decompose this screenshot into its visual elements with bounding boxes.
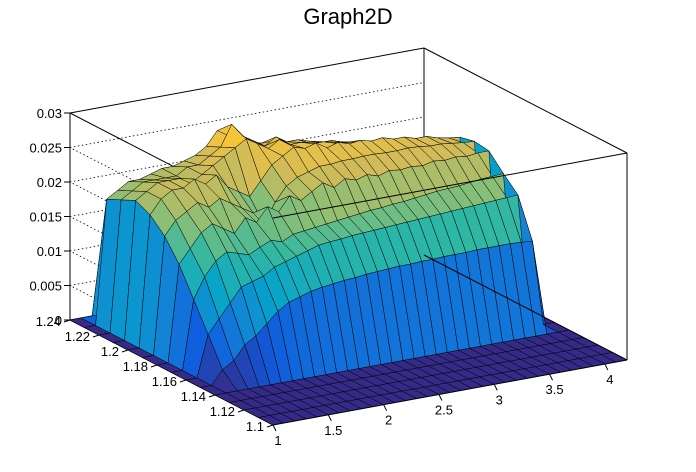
axis-ticks: 1 1.5 2 2.5 3 3.5 4 1.1 1.12 1.14 1.16 1.18 1.2 1.22 1… bbox=[29, 106, 613, 448]
y-tick-label: 1.22 bbox=[65, 329, 90, 344]
x-tick-mark bbox=[327, 414, 332, 422]
y-tick-mark bbox=[266, 424, 274, 428]
z-tick-label: 0.005 bbox=[29, 279, 62, 294]
chart-title: Graph2D bbox=[303, 4, 392, 29]
box-edge bbox=[272, 359, 628, 426]
x-tick-mark bbox=[272, 424, 277, 432]
z-tick-label: 0.025 bbox=[29, 141, 62, 156]
x-tick-label: 3.5 bbox=[546, 382, 564, 397]
box-edge bbox=[423, 254, 628, 361]
box-edge bbox=[69, 47, 425, 114]
x-tick-mark bbox=[438, 394, 443, 401]
x-tick-mark bbox=[549, 373, 554, 381]
x-tick-label: 2.5 bbox=[435, 403, 453, 418]
z-tick-label: 0.015 bbox=[29, 210, 62, 225]
z-tick-label: 0.02 bbox=[37, 175, 62, 190]
x-tick-label: 3 bbox=[496, 392, 503, 407]
z-tick-label: 0.03 bbox=[37, 106, 62, 121]
x-tick-label: 1.5 bbox=[324, 423, 342, 438]
box-edge bbox=[272, 152, 628, 219]
x-tick-mark bbox=[604, 363, 609, 371]
y-tick-label: 1.16 bbox=[152, 374, 177, 389]
y-tick-mark bbox=[208, 394, 216, 398]
y-tick-label: 1.18 bbox=[123, 359, 148, 374]
y-tick-mark bbox=[179, 379, 187, 383]
x-tick-label: 2 bbox=[385, 413, 392, 428]
y-tick-label: 1.2 bbox=[101, 344, 119, 359]
y-tick-label: 1.14 bbox=[181, 389, 206, 404]
z-tick-label: 0 bbox=[55, 313, 62, 328]
y-tick-mark bbox=[92, 334, 100, 338]
x-tick-label: 4 bbox=[606, 372, 613, 387]
x-tick-label: 1 bbox=[274, 433, 281, 448]
x-tick-mark bbox=[383, 404, 388, 411]
z-tick-label: 0.01 bbox=[37, 244, 62, 259]
y-tick-mark bbox=[150, 364, 158, 368]
y-tick-mark bbox=[237, 409, 245, 413]
box-front bbox=[272, 47, 628, 426]
y-tick-label: 1.12 bbox=[210, 404, 235, 419]
surface bbox=[69, 123, 628, 426]
y-tick-label: 1.1 bbox=[246, 419, 264, 434]
x-tick-mark bbox=[493, 384, 498, 391]
y-tick-mark bbox=[121, 349, 129, 353]
box-edge bbox=[423, 47, 628, 154]
y-tick-label: 1.24 bbox=[36, 314, 61, 329]
